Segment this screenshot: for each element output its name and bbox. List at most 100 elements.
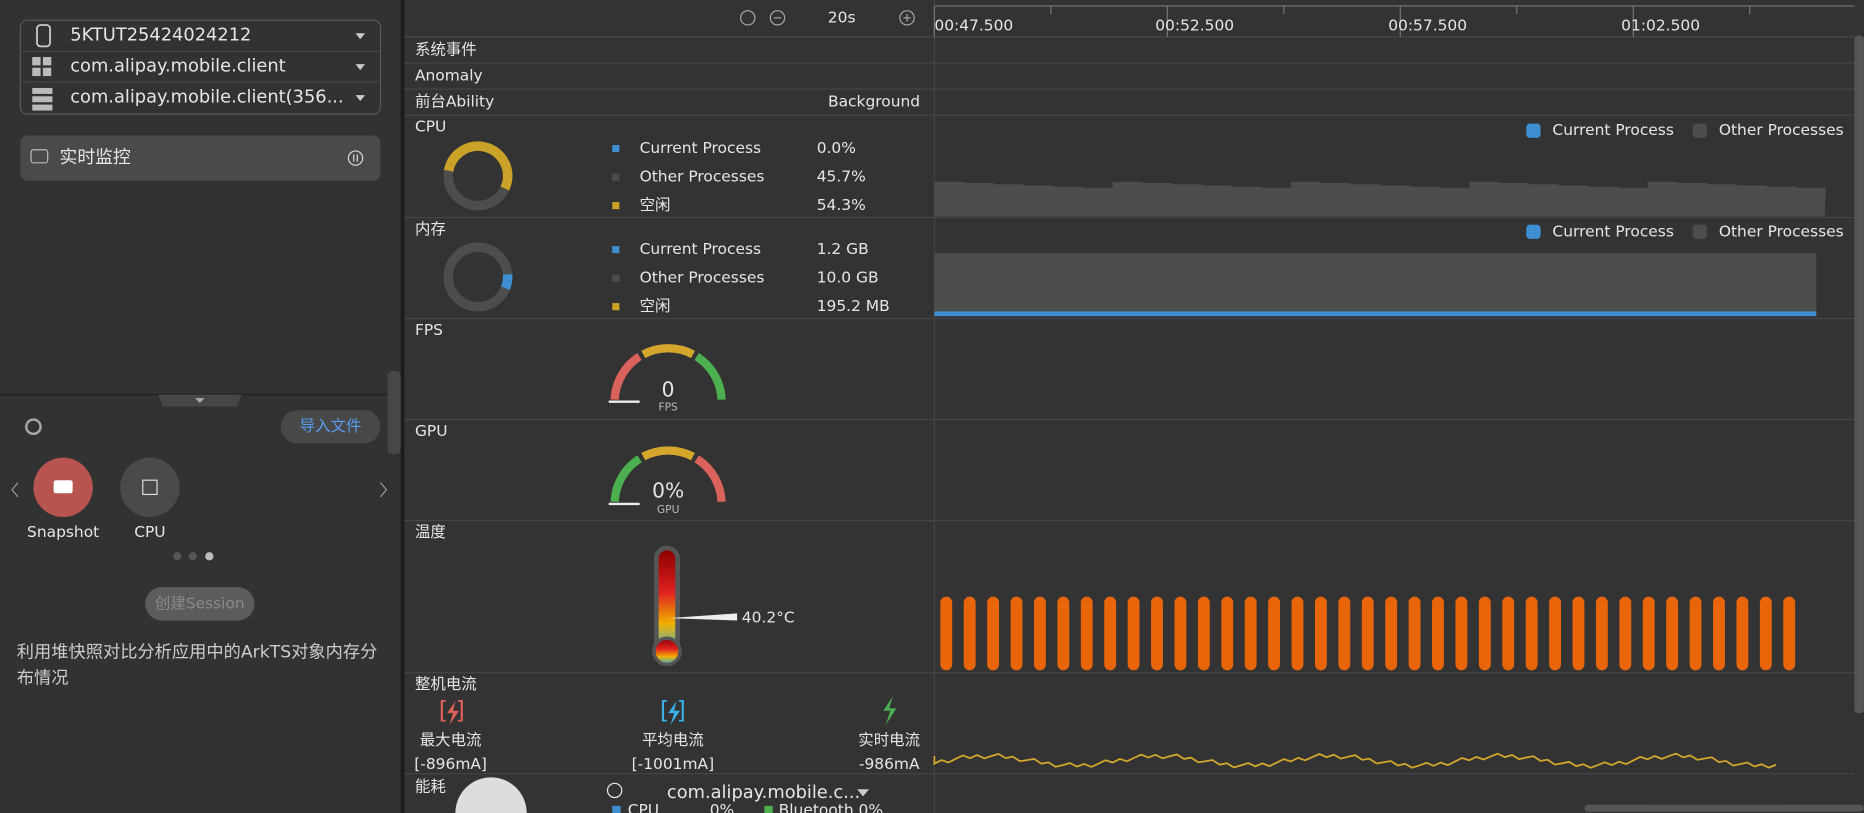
zoom-in[interactable]: [899, 10, 915, 26]
temperature-bar: [1408, 596, 1421, 671]
reset-icon[interactable]: [740, 10, 756, 26]
legends: Current Process 0.0% Other Processes 45.7% 空…: [612, 121, 1844, 315]
scrollbar[interactable]: [1854, 35, 1864, 714]
memory-current: [934, 311, 1817, 317]
energy-legend: CPU: [628, 801, 659, 813]
row-label: 整机电流: [415, 675, 477, 693]
monitor-tab[interactable]: 实时监控: [20, 135, 381, 181]
caret: [355, 95, 366, 102]
legend-swatch: [612, 173, 620, 181]
description: 利用堆快照对比分析应用中的ArkTS对象内存分布情况: [16, 643, 378, 689]
temperature-bar: [1478, 596, 1491, 671]
energy-legend: Bluetooth 0%: [779, 801, 883, 813]
chart-legend-swatch: [1526, 224, 1541, 239]
caret: [355, 64, 366, 71]
legend-value: 54.3%: [817, 196, 866, 214]
temperature-bar: [1455, 596, 1468, 671]
icon: [32, 57, 41, 66]
description-box: 利用堆快照对比分析应用中的ArkTS对象内存分布情况: [16, 643, 378, 689]
temperature-bar: [1151, 596, 1163, 671]
temperature-bar: [1783, 596, 1796, 671]
temperature-bar: [940, 596, 953, 671]
gauge-arc: [694, 455, 726, 503]
chart-legend-name: Current Process: [1552, 121, 1673, 139]
temperature-bar: [1666, 596, 1679, 671]
current-value: -986mA: [859, 755, 920, 773]
temperature-bar: [1572, 596, 1585, 671]
pause-icon[interactable]: [347, 150, 364, 166]
temperature-bar: [1244, 596, 1257, 671]
temperature-bar: [1736, 596, 1749, 671]
temperature-bar: [1595, 596, 1608, 671]
legend-name: 空闲: [640, 297, 671, 315]
timeline-label: 00:57.500: [1388, 17, 1467, 35]
temperature-bar: [1057, 596, 1070, 671]
row-label: 能耗: [415, 777, 446, 795]
chart-legend-swatch: [1692, 224, 1707, 239]
temperature-bar: [1291, 596, 1304, 671]
monitor-label[interactable]: 实时监控: [60, 147, 131, 168]
temperature-bar: [1549, 596, 1562, 671]
h-scrollbar[interactable]: [1584, 804, 1864, 812]
device-select[interactable]: 5KTUT25424024212: [36, 24, 366, 48]
thermometer-fill: [658, 550, 676, 655]
energy-app[interactable]: com.alipay.mobile.c...: [667, 782, 860, 803]
session-label[interactable]: 创建Session: [155, 594, 245, 612]
timeline-label: 00:52.500: [1155, 17, 1234, 35]
temperature-bar: [987, 596, 1000, 671]
icon: [53, 480, 73, 494]
current-line: [933, 752, 1777, 769]
tool-label: Snapshot: [27, 523, 99, 541]
page-dot[interactable]: [173, 552, 182, 561]
import-label[interactable]: 导入文件: [300, 417, 362, 435]
legend-name: Other Processes: [640, 168, 765, 186]
process-select[interactable]: com.alipay.mobile.client(356...: [32, 86, 366, 111]
temperature-bar: [1689, 596, 1702, 671]
gauge-arc: [694, 353, 726, 400]
zoom-out[interactable]: [769, 10, 786, 26]
app[interactable]: com.alipay.mobile.client: [70, 56, 285, 77]
icon: [42, 67, 52, 77]
legend-name: Other Processes: [640, 269, 765, 287]
temperature-bar: [1432, 596, 1444, 671]
legend-swatch: [612, 202, 620, 210]
pointer: [668, 613, 738, 621]
bolt: [447, 701, 459, 726]
mem-donut-current: [443, 242, 513, 312]
page-dot[interactable]: [188, 552, 197, 561]
page-dot[interactable]: [205, 552, 214, 561]
temperature-bar: [1759, 596, 1772, 671]
chart-legend-swatch: [1526, 123, 1541, 138]
button-bg: [280, 410, 381, 444]
row-label: Anomaly: [415, 67, 483, 85]
app-select[interactable]: com.alipay.mobile.client: [32, 56, 366, 77]
current-label: 平均电流: [642, 731, 704, 749]
cpu-tool[interactable]: [120, 457, 180, 518]
current-label: 实时电流: [858, 731, 920, 749]
process[interactable]: com.alipay.mobile.client(356...: [70, 86, 343, 107]
gpu-unit: GPU: [657, 503, 680, 516]
energy-legend-value: 0%: [710, 801, 735, 813]
settings-icon[interactable]: [25, 418, 42, 436]
current-label: 最大电流: [420, 731, 482, 749]
side-handle[interactable]: [387, 370, 401, 455]
legend-swatch: [612, 246, 620, 254]
next-arrow[interactable]: [380, 482, 388, 498]
temperature-bar: [1502, 596, 1515, 671]
import-button[interactable]: 导入文件: [280, 410, 381, 444]
temperature-bar: [1268, 596, 1281, 671]
row-label: CPU: [415, 118, 446, 136]
device[interactable]: 5KTUT25424024212: [70, 25, 251, 46]
temperature-bar: [1127, 596, 1140, 671]
icon: [32, 96, 53, 103]
temperature-bar: [1525, 596, 1538, 671]
fps-value: 0: [662, 378, 675, 402]
icon: [32, 67, 41, 77]
create-session[interactable]: 创建Session: [145, 587, 255, 621]
legend-swatch: [612, 303, 620, 311]
prev-arrow[interactable]: [11, 482, 19, 498]
caret[interactable]: [857, 789, 870, 797]
icon: [42, 57, 52, 66]
row-label: 前台Ability: [415, 93, 494, 111]
